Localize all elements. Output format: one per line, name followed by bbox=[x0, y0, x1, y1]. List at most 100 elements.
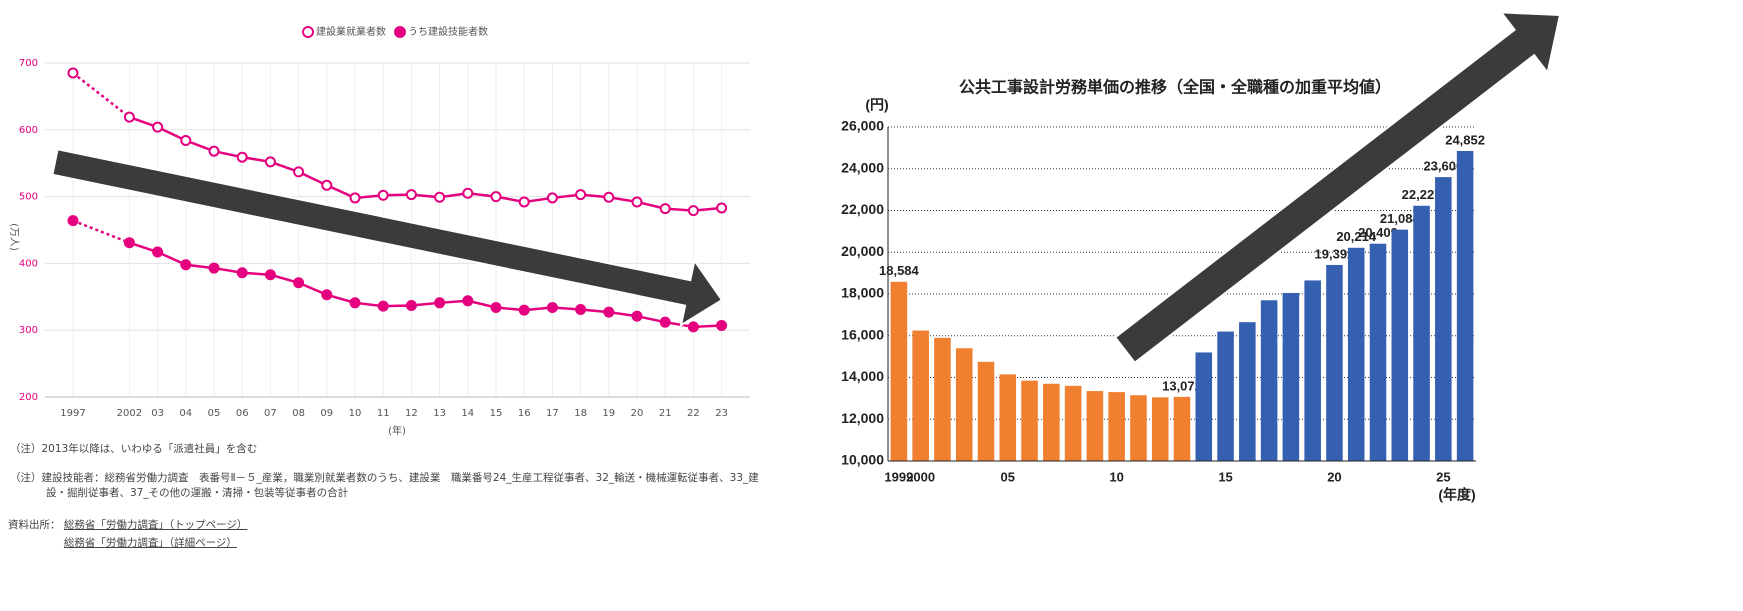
y-tick-label: 10,000 bbox=[841, 452, 884, 468]
y-tick-label: 200 bbox=[19, 392, 38, 403]
point bbox=[518, 304, 530, 316]
y-tick-label: 700 bbox=[19, 58, 38, 69]
point bbox=[546, 301, 558, 313]
x-tick-label: 17 bbox=[546, 408, 559, 419]
point bbox=[321, 289, 333, 301]
y-tick-label: 20,000 bbox=[841, 243, 884, 259]
point bbox=[518, 196, 530, 208]
bar bbox=[1021, 380, 1038, 461]
bar bbox=[890, 281, 908, 461]
point bbox=[152, 246, 164, 258]
line-dashed bbox=[72, 72, 131, 119]
value-label: 24,852 bbox=[1445, 132, 1485, 147]
value-label: 21,084 bbox=[1380, 211, 1421, 226]
x-tick-label: 05 bbox=[208, 408, 221, 419]
y-tick-label: 26,000 bbox=[841, 118, 884, 134]
y-tick-label: 600 bbox=[19, 125, 38, 136]
bar bbox=[1326, 264, 1343, 461]
x-tick-label: 13 bbox=[433, 408, 446, 419]
line bbox=[128, 115, 722, 212]
point bbox=[67, 215, 79, 227]
x-tick-label: 09 bbox=[320, 408, 333, 419]
x-axis-label: (年度) bbox=[1438, 487, 1475, 503]
point bbox=[603, 306, 615, 318]
x-tick-label: 08 bbox=[292, 408, 305, 419]
point bbox=[180, 259, 192, 271]
bar bbox=[1064, 385, 1082, 461]
source: 資料出所： 総務省「労働力調査」（トップページ） 総務省「労働力調査」（詳細ページ… bbox=[8, 516, 247, 552]
bar bbox=[1456, 150, 1474, 462]
x-tick-label: 20 bbox=[1327, 469, 1341, 484]
y-tick-label: 300 bbox=[19, 325, 38, 336]
value-label: 20,214 bbox=[1336, 229, 1377, 244]
y-tick-label: 400 bbox=[19, 258, 38, 269]
point bbox=[631, 196, 643, 208]
value-label: 19,392 bbox=[1315, 246, 1355, 261]
x-tick-label: 15 bbox=[1218, 469, 1232, 484]
value-label: 13,072 bbox=[1162, 378, 1202, 393]
source-row: 総務省「労働力調査」（トップページ） bbox=[64, 516, 248, 534]
y-tick-label: 22,000 bbox=[841, 201, 884, 217]
point bbox=[152, 121, 164, 133]
point bbox=[349, 297, 361, 309]
x-tick-label: 2002 bbox=[117, 408, 142, 419]
x-tick-label: 10 bbox=[1109, 469, 1123, 484]
note: （注）2013年以降は、いわゆる「派遣社員」を含む bbox=[10, 443, 258, 455]
source-link[interactable]: 総務省「労働力調査」（トップページ） bbox=[63, 519, 248, 531]
point bbox=[490, 301, 502, 313]
source-links: 総務省「労働力調査」（トップページ） 総務省「労働力調査」（詳細ページ） bbox=[64, 516, 248, 552]
point bbox=[490, 191, 502, 203]
bar bbox=[999, 374, 1017, 461]
bar bbox=[1260, 300, 1278, 461]
point bbox=[208, 145, 220, 157]
point bbox=[575, 303, 587, 315]
point bbox=[575, 189, 587, 201]
point bbox=[659, 203, 671, 215]
point bbox=[293, 277, 305, 289]
x-tick-label: 23 bbox=[715, 408, 728, 419]
point bbox=[462, 295, 474, 307]
up-arrow bbox=[1113, 11, 1562, 365]
bar bbox=[955, 348, 973, 461]
point bbox=[349, 192, 361, 204]
point bbox=[123, 111, 135, 123]
y-tick-label: 12,000 bbox=[841, 410, 884, 426]
point bbox=[716, 202, 728, 214]
point bbox=[546, 192, 558, 204]
x-tick-label: 18 bbox=[574, 408, 587, 419]
x-tick-label: 12 bbox=[405, 408, 418, 419]
x-tick-label: 21 bbox=[659, 408, 672, 419]
source-row: 総務省「労働力調査」（詳細ページ） bbox=[64, 534, 248, 552]
x-tick-label: 05 bbox=[1001, 469, 1015, 484]
legend-marker bbox=[394, 26, 406, 38]
point bbox=[687, 205, 699, 217]
point bbox=[321, 179, 333, 191]
x-tick-label: 16 bbox=[518, 408, 531, 419]
x-tick-label: 15 bbox=[490, 408, 503, 419]
x-tick-label: 19 bbox=[602, 408, 615, 419]
x-axis-label: (年) bbox=[388, 424, 406, 437]
y-axis-label: (万人) bbox=[8, 223, 20, 251]
chart-title: 公共工事設計労務単価の推移（全国・全職種の加重平均値） bbox=[959, 78, 1391, 97]
value-label: 23,600 bbox=[1423, 159, 1463, 174]
x-tick-label: 10 bbox=[349, 408, 362, 419]
note: （注）建設技能者：総務省労働力調査 表番号Ⅱ－５_産業，職業別就業者数のうち、建… bbox=[10, 472, 759, 499]
value-label: 22,227 bbox=[1402, 187, 1442, 202]
bar bbox=[1195, 352, 1213, 461]
point bbox=[405, 189, 417, 201]
legend-marker bbox=[302, 26, 314, 38]
y-tick-label: 16,000 bbox=[841, 326, 884, 342]
bar bbox=[1086, 391, 1104, 461]
point bbox=[180, 134, 192, 146]
bar bbox=[912, 330, 929, 461]
y-tick-label: 500 bbox=[19, 192, 38, 203]
point bbox=[631, 310, 643, 322]
x-tick-label: 14 bbox=[461, 408, 474, 419]
x-tick-label: 03 bbox=[151, 408, 164, 419]
x-tick-label: 22 bbox=[687, 408, 700, 419]
bar bbox=[1130, 395, 1147, 461]
source-link[interactable]: 総務省「労働力調査」（詳細ページ） bbox=[63, 537, 237, 549]
bar bbox=[1173, 396, 1191, 461]
